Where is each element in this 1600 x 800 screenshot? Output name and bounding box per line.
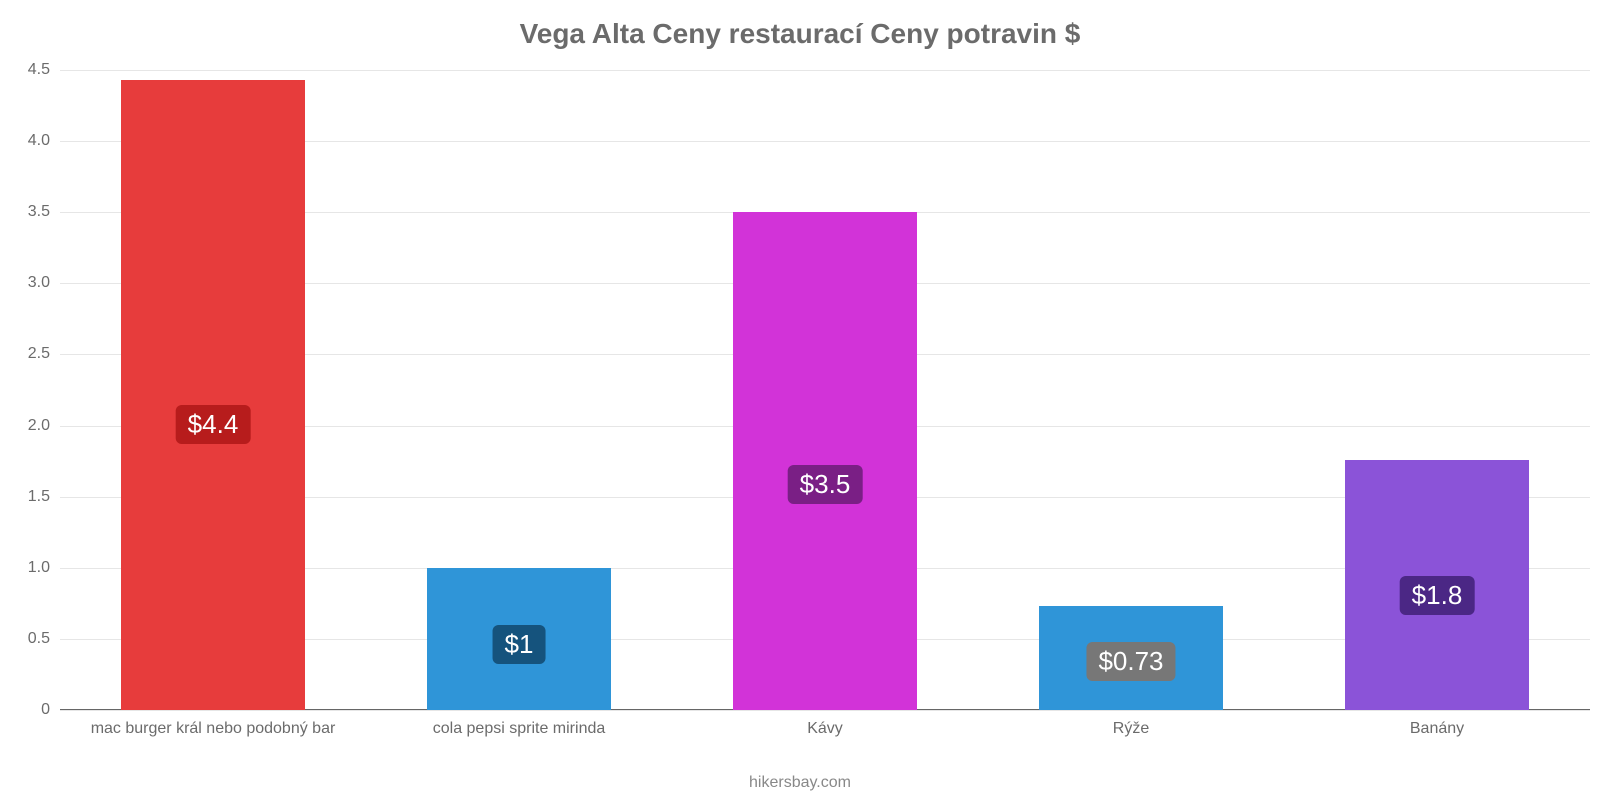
grid-line bbox=[60, 710, 1590, 711]
y-tick-label: 1.5 bbox=[28, 488, 50, 506]
y-tick-label: 4.5 bbox=[28, 61, 50, 79]
bar-value-badge: $3.5 bbox=[788, 465, 863, 504]
y-tick-label: 3.0 bbox=[28, 274, 50, 292]
y-tick-label: 0.5 bbox=[28, 630, 50, 648]
x-tick-label: Rýže bbox=[1113, 720, 1149, 738]
y-tick-label: 0 bbox=[41, 701, 50, 719]
bar-value-badge: $0.73 bbox=[1086, 642, 1175, 681]
bar: $1 bbox=[427, 568, 611, 710]
y-tick-label: 2.5 bbox=[28, 345, 50, 363]
x-tick-label: mac burger král nebo podobný bar bbox=[91, 720, 336, 738]
x-tick-label: Kávy bbox=[807, 720, 843, 738]
chart-attribution: hikersbay.com bbox=[0, 774, 1600, 792]
y-tick-label: 3.5 bbox=[28, 203, 50, 221]
price-bar-chart: Vega Alta Ceny restaurací Ceny potravin … bbox=[0, 0, 1600, 800]
bar-value-badge: $1.8 bbox=[1400, 576, 1475, 615]
bar-value-badge: $4.4 bbox=[176, 405, 251, 444]
bar: $4.4 bbox=[121, 80, 305, 710]
x-tick-label: Banány bbox=[1410, 720, 1464, 738]
y-tick-label: 2.0 bbox=[28, 417, 50, 435]
bar-value-badge: $1 bbox=[493, 625, 546, 664]
grid-line bbox=[60, 70, 1590, 71]
bar: $1.8 bbox=[1345, 460, 1529, 710]
chart-title: Vega Alta Ceny restaurací Ceny potravin … bbox=[0, 18, 1600, 50]
y-tick-label: 1.0 bbox=[28, 559, 50, 577]
plot-area: 00.51.01.52.02.53.03.54.04.5$4.4mac burg… bbox=[60, 70, 1590, 710]
bar: $3.5 bbox=[733, 212, 917, 710]
y-tick-label: 4.0 bbox=[28, 132, 50, 150]
x-tick-label: cola pepsi sprite mirinda bbox=[433, 720, 606, 738]
bar: $0.73 bbox=[1039, 606, 1223, 710]
